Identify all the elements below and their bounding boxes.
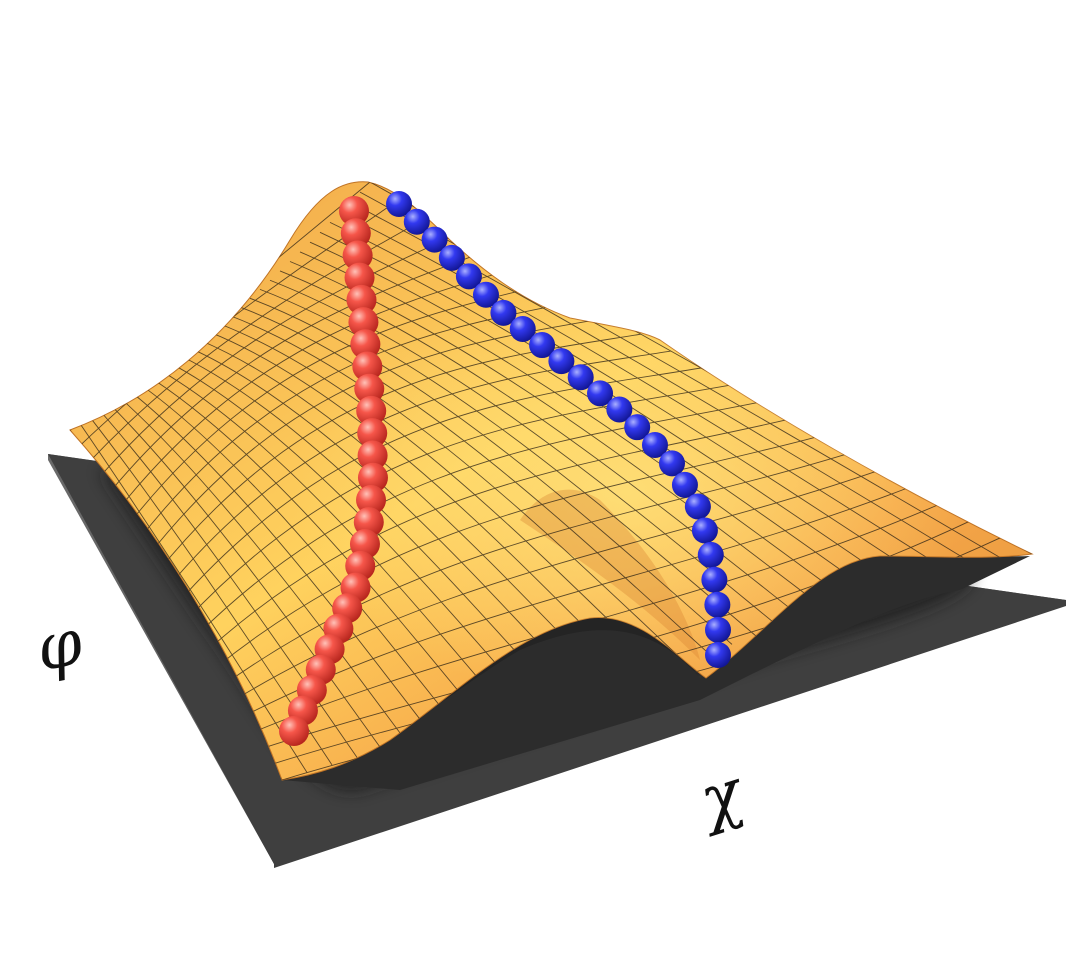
blue-bead: [529, 332, 556, 359]
red-bead: [342, 240, 373, 271]
red-bead: [339, 196, 369, 226]
red-bead: [354, 373, 385, 404]
grid-line: [219, 323, 658, 668]
blue-bead: [705, 642, 731, 668]
grid-line: [99, 410, 358, 758]
grid-line: [185, 384, 732, 622]
blue-bead: [490, 299, 517, 326]
grid-line: [239, 306, 708, 653]
blue-bead: [704, 591, 731, 618]
red-bead: [357, 462, 388, 493]
grid-line: [223, 452, 852, 685]
red-bead: [344, 262, 375, 293]
potential-surface: [69, 181, 1034, 781]
grid-line: [88, 215, 431, 463]
grid-line: [156, 333, 641, 574]
grid-line: [194, 401, 762, 638]
red-bead: [348, 307, 379, 338]
grid-line: [214, 435, 822, 669]
grid-line: [79, 423, 308, 773]
grid-line: [149, 376, 483, 721]
red-bead: [357, 440, 388, 471]
grid-line: [139, 383, 458, 728]
red-bead: [350, 329, 381, 360]
grid-line: [229, 315, 683, 660]
grid-line: [119, 397, 408, 743]
blue-bead: [472, 281, 499, 308]
grid-line: [159, 369, 508, 713]
red-bead: [357, 418, 388, 449]
red-bead: [352, 351, 383, 382]
blue-bead: [684, 493, 711, 520]
grid-line: [249, 297, 733, 645]
surface-grid: [70, 181, 1032, 780]
grid-line: [243, 485, 912, 717]
grid-line: [299, 251, 858, 608]
blue-bead: [548, 348, 575, 375]
blue-bead: [421, 226, 448, 253]
blue-bead: [567, 364, 594, 391]
blue-bead: [624, 414, 651, 441]
blue-bead: [691, 517, 718, 544]
blue-bead: [606, 396, 633, 423]
red-chain: [279, 196, 388, 746]
blue-bead: [659, 450, 686, 477]
blue-bead: [403, 208, 430, 235]
red-bead: [279, 716, 309, 746]
axis-label-chi: χ: [687, 755, 754, 840]
grid-line: [98, 232, 461, 479]
grid-line: [209, 331, 633, 675]
blue-chain: [386, 191, 731, 668]
blue-bead: [386, 191, 412, 217]
grid-line: [259, 288, 758, 638]
grid-line: [329, 221, 933, 585]
grid-line: [109, 403, 383, 751]
blue-bead: [671, 471, 698, 498]
red-bead: [346, 284, 377, 315]
blue-bead: [509, 315, 536, 342]
grid-line: [129, 390, 433, 736]
red-bead: [340, 218, 371, 249]
axis-label-phi: φ: [30, 605, 89, 687]
grid-line: [189, 347, 583, 690]
grid-line: [175, 367, 702, 606]
blue-bead: [587, 380, 614, 407]
surface-underside: [282, 552, 1030, 790]
blue-bead: [697, 541, 724, 568]
blue-bead: [438, 244, 465, 271]
red-bead: [356, 484, 387, 515]
grid-line: [339, 211, 958, 577]
blue-bead: [701, 566, 728, 593]
blue-bead: [641, 431, 668, 458]
blue-bead: [705, 616, 731, 643]
grid-line: [204, 418, 792, 654]
red-bead: [356, 395, 387, 426]
blue-bead: [455, 263, 482, 290]
